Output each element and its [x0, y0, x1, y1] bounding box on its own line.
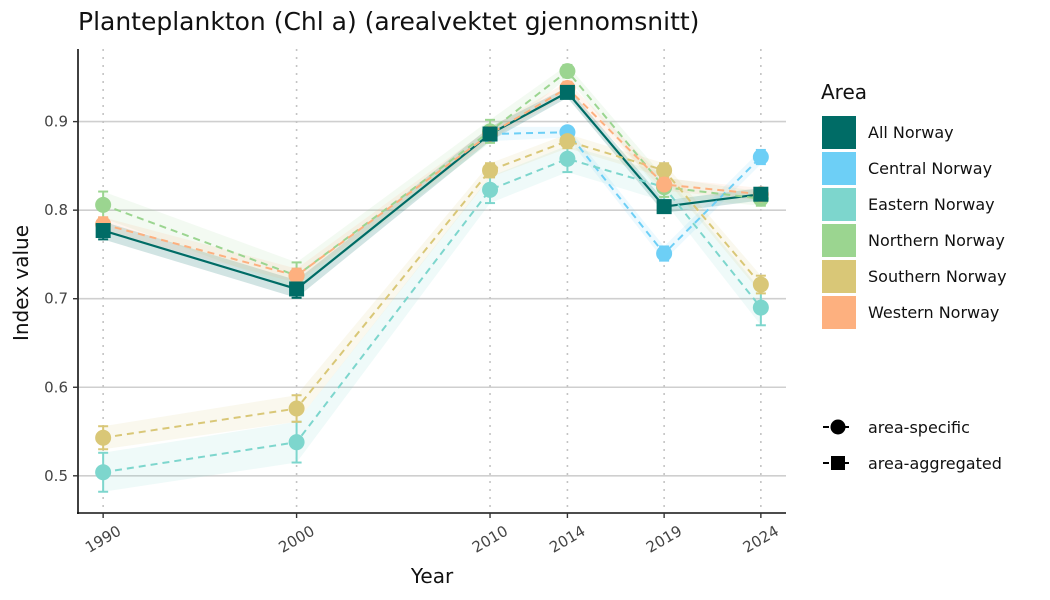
shape-legend-circle-icon	[830, 419, 846, 435]
point-northern-2014	[559, 63, 576, 80]
x-tick-label-2000: 2000	[276, 522, 318, 557]
legend-swatch-eastern	[822, 188, 856, 221]
point-central-2024	[752, 149, 769, 166]
y-tick-label-0.9: 0.9	[44, 113, 68, 131]
point-eastern-2024	[752, 299, 769, 316]
band-eastern	[103, 145, 761, 492]
band-northern	[103, 64, 761, 289]
point-southern-2014	[559, 133, 576, 150]
point-southern-2019	[656, 162, 673, 179]
series-lines	[102, 69, 762, 474]
point-western-2019	[656, 176, 673, 193]
line-central	[490, 131, 762, 256]
shape-legend-item-circle: area-specific	[823, 418, 970, 437]
line-western	[102, 86, 761, 277]
point-southern-2024	[752, 276, 769, 293]
legend-title: Area	[821, 80, 867, 104]
point-eastern-2000	[288, 434, 305, 451]
legend-item-eastern: Eastern Norway	[822, 188, 995, 221]
point-all-2019	[656, 199, 672, 215]
band-southern	[103, 134, 761, 450]
legend-swatch-northern	[822, 224, 856, 257]
shape-legend: area-specific area-aggregated	[823, 418, 1002, 473]
legend-label-southern: Southern Norway	[868, 267, 1007, 286]
legend-swatch-southern	[822, 260, 856, 293]
point-all-2024	[753, 186, 769, 202]
point-southern-2000	[288, 400, 305, 417]
x-tick-label-1990: 1990	[82, 522, 124, 557]
point-southern-2010	[482, 162, 499, 179]
shape-legend-label-circle: area-specific	[868, 418, 970, 437]
shape-legend-item-square: area-aggregated	[823, 454, 1002, 473]
legend-item-southern: Southern Norway	[822, 260, 1007, 293]
point-all-2000	[289, 281, 305, 297]
line-all	[102, 90, 761, 291]
y-tick-label-0.6: 0.6	[44, 378, 68, 396]
point-western-2000	[288, 267, 305, 284]
x-tick-label-2024: 2024	[740, 522, 782, 557]
legend-swatch-central	[822, 152, 856, 185]
shape-legend-square-icon	[831, 456, 845, 470]
x-tick-label-2014: 2014	[546, 522, 588, 557]
x-axis-title: Year	[410, 564, 454, 588]
legend-swatch-all	[822, 116, 856, 149]
legend-items: All Norway Central Norway Eastern Norway No…	[822, 116, 1007, 329]
chart-title: Planteplankton (Chl a) (arealvektet gjen…	[78, 7, 699, 36]
data-points	[95, 63, 769, 481]
y-axis-title: Index value	[9, 225, 33, 341]
band-central	[490, 126, 761, 261]
plot-area	[78, 49, 786, 513]
shape-legend-label-square: area-aggregated	[868, 454, 1002, 473]
line-eastern	[102, 157, 762, 474]
point-eastern-2014	[559, 150, 576, 167]
point-eastern-1990	[95, 464, 112, 481]
band-western	[103, 81, 761, 283]
y-tick-label-0.7: 0.7	[44, 290, 68, 308]
legend-label-northern: Northern Norway	[868, 231, 1005, 250]
x-tick-label-2010: 2010	[469, 522, 511, 557]
x-tick-label-2019: 2019	[643, 522, 685, 557]
point-central-2019	[656, 245, 673, 262]
legend-item-western: Western Norway	[822, 296, 999, 329]
y-tick-label-0.5: 0.5	[44, 467, 68, 485]
point-all-1990	[95, 223, 111, 239]
line-southern	[102, 140, 762, 439]
legend-item-all: All Norway	[822, 116, 954, 149]
legend-label-eastern: Eastern Norway	[868, 195, 995, 214]
point-eastern-2010	[482, 181, 499, 198]
legend-item-central: Central Norway	[822, 152, 992, 185]
point-southern-1990	[95, 429, 112, 446]
confidence-bands	[103, 64, 761, 492]
legend-swatch-western	[822, 296, 856, 329]
point-northern-1990	[95, 196, 112, 213]
legend-label-western: Western Norway	[868, 303, 999, 322]
legend: Area All Norway Central Norway Eastern Nor…	[821, 80, 1007, 473]
legend-item-northern: Northern Norway	[822, 224, 1005, 257]
legend-label-central: Central Norway	[868, 159, 992, 178]
point-all-2010	[482, 126, 498, 142]
point-all-2014	[559, 84, 575, 100]
legend-label-all: All Norway	[868, 123, 954, 142]
y-tick-label-0.8: 0.8	[44, 201, 68, 219]
